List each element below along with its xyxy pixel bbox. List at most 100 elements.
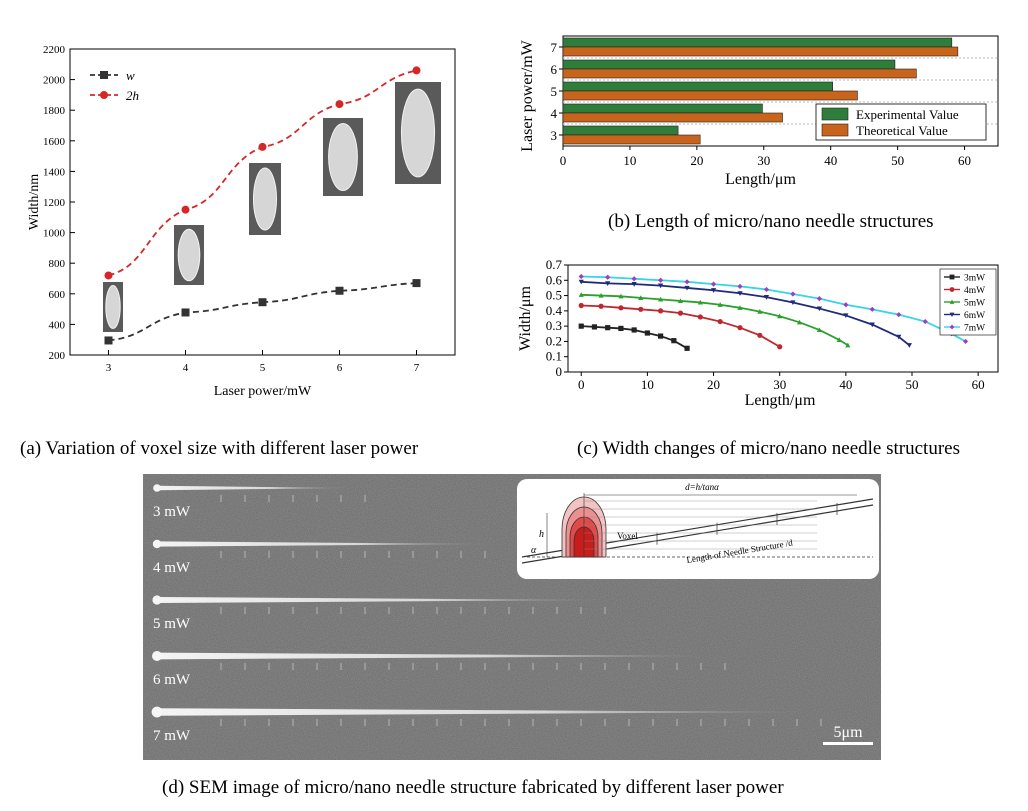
data-point (845, 342, 851, 348)
legend-marker (100, 91, 108, 99)
x-tick-label: 60 (958, 153, 971, 168)
data-point (578, 273, 584, 280)
data-point (104, 336, 113, 345)
data-point (816, 296, 822, 302)
needle (157, 652, 708, 660)
y-axis-label: Width/nm (27, 174, 42, 230)
data-point (644, 330, 650, 336)
data-point (710, 281, 717, 287)
bar (562, 68, 917, 79)
bar (562, 134, 701, 145)
power-label: 7 mW (153, 728, 191, 744)
y-tick-label: 1800 (43, 105, 66, 117)
data-point (717, 318, 723, 325)
x-axis-label: Laser power/mW (214, 384, 312, 399)
data-point (710, 288, 717, 293)
data-point (335, 286, 344, 295)
data-point (631, 276, 637, 282)
legend-marker (100, 71, 108, 79)
data-point (843, 302, 849, 308)
sem-image: 3 mW 4 mW 5 mW 6 mW 7 mW 5μm d=h/tanα h α (143, 474, 881, 760)
legend-label: w (126, 68, 135, 83)
data-point (658, 333, 664, 339)
power-label: 6 mW (153, 672, 191, 688)
needle-head (152, 539, 162, 549)
y-tick-label: 2200 (43, 44, 66, 56)
x-tick-label: 30 (773, 377, 786, 392)
data-point (618, 325, 624, 332)
scale-bar (823, 742, 873, 745)
needle-head (153, 484, 161, 492)
data-point (335, 100, 344, 109)
data-point (777, 313, 783, 319)
data-point (906, 343, 912, 348)
inset-formula: d=h/tanα (685, 482, 719, 492)
data-point (618, 305, 624, 311)
y-tick-label: 0.3 (546, 318, 562, 333)
x-tick-label: 20 (690, 153, 703, 168)
y-tick-label: 1000 (43, 228, 66, 240)
needle (157, 541, 488, 547)
legend-label: 2h (126, 88, 139, 103)
x-axis-label: Length/μm (725, 171, 796, 188)
plot-frame (567, 264, 999, 373)
y-tick-label: 0.1 (546, 349, 562, 364)
data-point (896, 312, 902, 318)
chart-a: 200 400 600 800 1000 1200 1400 1600 1800 2000 2200… (27, 44, 456, 399)
inset-voxel-label: Voxel (617, 531, 638, 541)
series-line (581, 280, 910, 346)
legend-marker (949, 287, 955, 292)
data-point (658, 277, 664, 283)
data-point (796, 319, 803, 325)
data-point (638, 295, 644, 300)
legend-swatch (821, 123, 849, 137)
data-point (598, 303, 604, 309)
y-tick-label: 1600 (43, 136, 66, 148)
x-tick-label: 40 (839, 377, 852, 392)
x-tick-label: 50 (891, 153, 904, 168)
y-tick-label: 4 (551, 106, 558, 121)
chart-b: 0 10 20 30 40 50 60 Length/μm Laser power/mW 3 4 5… (519, 35, 999, 188)
bar (562, 46, 959, 57)
legend-marker (949, 324, 955, 330)
bar (562, 125, 679, 136)
needle-head (152, 595, 162, 605)
y-tick-label: 5 (551, 84, 558, 99)
data-point (697, 314, 703, 320)
data-point (104, 271, 113, 280)
y-tick-label: 0.4 (546, 303, 563, 318)
power-label: 3 mW (153, 504, 191, 520)
x-tick-label: 10 (641, 377, 654, 392)
data-point (638, 306, 644, 312)
data-point (598, 292, 604, 298)
y-tick-label: 800 (49, 258, 66, 270)
data-point (896, 334, 902, 340)
data-point (697, 299, 703, 305)
legend-swatch (821, 107, 849, 121)
data-point (605, 281, 611, 286)
data-point (578, 292, 584, 297)
data-point (618, 293, 624, 299)
power-label: 5 mW (153, 616, 191, 632)
bar (562, 37, 953, 48)
data-point (843, 313, 849, 319)
legend-label: 4mW (964, 286, 985, 296)
legend-label: Theoretical Value (856, 123, 948, 138)
y-tick-label: 6 (551, 62, 558, 77)
x-tick-label: 3 (106, 362, 112, 374)
data-point (658, 308, 664, 314)
data-point (631, 282, 637, 287)
y-tick-label: 1400 (43, 166, 66, 178)
legend-label: 5mW (964, 299, 985, 309)
data-point (671, 338, 677, 344)
data-point (658, 283, 664, 289)
data-point (717, 302, 723, 307)
chart-c: 00.10.20.30.40.50.60.70 10 20 30 40 50 60Lengt… (517, 257, 999, 409)
legend-marker (949, 274, 955, 280)
data-point (258, 142, 267, 151)
caption-a: (a) Variation of voxel size with differe… (20, 438, 419, 459)
data-point (790, 291, 796, 297)
bar (562, 81, 834, 92)
y-tick-label: 1200 (43, 197, 66, 209)
data-point (790, 300, 796, 306)
